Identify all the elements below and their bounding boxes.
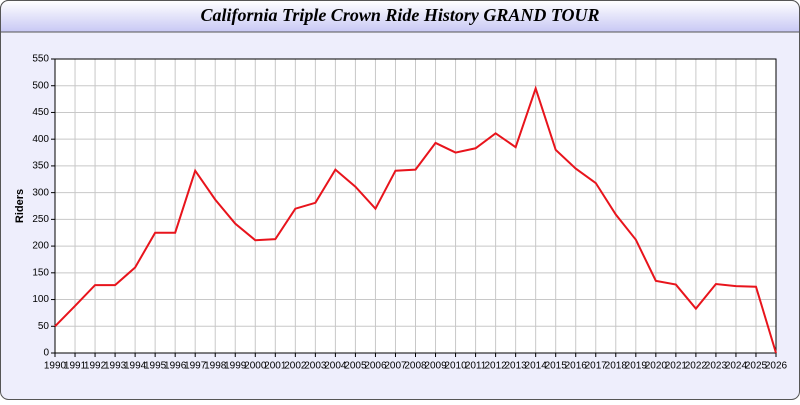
x-tick-label: 1999 — [224, 361, 247, 372]
x-tick-label: 1991 — [64, 361, 87, 372]
x-tick-label: 2011 — [465, 361, 487, 372]
x-tick-label: 2026 — [765, 361, 788, 372]
chart-title: California Triple Crown Ride History GRA… — [200, 5, 599, 25]
y-tick-label: 50 — [38, 321, 50, 332]
x-tick-label: 2025 — [745, 361, 768, 372]
y-tick-label: 400 — [32, 134, 49, 145]
x-tick-label: 2002 — [284, 361, 307, 372]
y-tick-label: 200 — [32, 241, 49, 252]
x-tick-label: 1994 — [124, 361, 147, 372]
x-tick-label: 1997 — [184, 361, 207, 372]
y-tick-label: 100 — [32, 294, 49, 305]
x-tick-label: 2014 — [525, 361, 548, 372]
title-bar — [0, 0, 800, 33]
y-tick-label: 450 — [32, 107, 49, 118]
y-tick-label: 250 — [32, 214, 49, 225]
x-tick-label: 2015 — [545, 361, 568, 372]
x-tick-label: 2010 — [444, 361, 467, 372]
x-tick-label: 2018 — [605, 361, 628, 372]
data-line — [54, 85, 777, 354]
plot-border — [54, 58, 777, 354]
x-tick-label: 2009 — [424, 361, 447, 372]
x-tick-label: 2017 — [585, 361, 608, 372]
x-tick-label: 1990 — [44, 361, 67, 372]
x-tick-label: 1993 — [104, 361, 127, 372]
y-tick-label: 350 — [32, 161, 49, 172]
x-tick-label: 1996 — [164, 361, 187, 372]
y-axis-label: Riders — [14, 189, 26, 223]
x-tick-label: 2023 — [705, 361, 728, 372]
x-tick-label: 2004 — [324, 361, 347, 372]
x-tick-label: 2006 — [364, 361, 387, 372]
x-tick-label: 2001 — [264, 361, 287, 372]
x-tick-label: 2000 — [244, 361, 267, 372]
x-tick-label: 2022 — [685, 361, 708, 372]
x-tick-label: 2019 — [625, 361, 648, 372]
x-tick-label: 2012 — [484, 361, 507, 372]
x-tick-label: 2024 — [725, 361, 748, 372]
y-tick-label: 300 — [32, 187, 49, 198]
x-tick-label: 1992 — [84, 361, 107, 372]
x-tick-label: 1995 — [144, 361, 167, 372]
y-tick-label: 500 — [32, 80, 49, 91]
x-tick-label: 2003 — [304, 361, 327, 372]
x-tick-label: 2016 — [565, 361, 588, 372]
y-tick-label: 0 — [43, 348, 49, 359]
x-tick-label: 2008 — [404, 361, 427, 372]
x-tick-label: 2021 — [665, 361, 688, 372]
x-tick-label: 1998 — [204, 361, 227, 372]
x-tick-label: 2005 — [344, 361, 367, 372]
x-tick-label: 2007 — [384, 361, 407, 372]
x-tick-label: 2013 — [505, 361, 528, 372]
y-tick-label: 150 — [32, 267, 49, 278]
x-tick-label: 2020 — [645, 361, 668, 372]
y-tick-label: 550 — [32, 54, 49, 65]
